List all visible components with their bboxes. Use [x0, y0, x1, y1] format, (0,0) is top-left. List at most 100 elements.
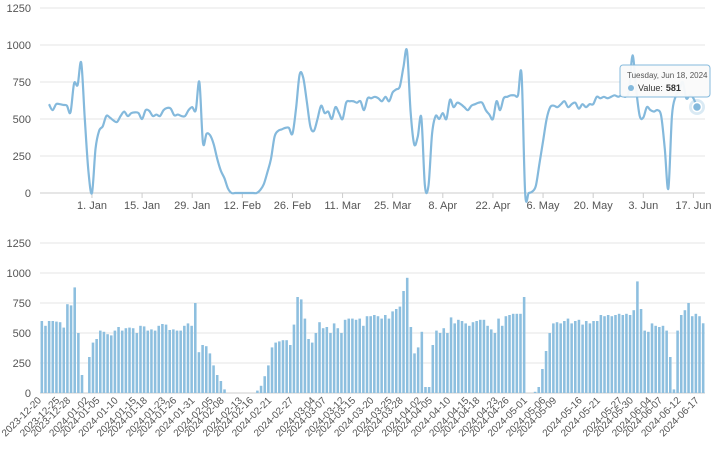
bar [303, 318, 307, 393]
bar [672, 389, 676, 393]
bar [453, 323, 456, 393]
bar [369, 316, 372, 393]
bar [150, 329, 153, 393]
bar [95, 339, 98, 393]
bar [153, 330, 157, 393]
bar [142, 326, 146, 393]
bar [263, 376, 266, 393]
bar [679, 315, 683, 393]
tooltip-label: Value: [638, 83, 663, 93]
bar [384, 315, 387, 393]
bar [446, 333, 449, 393]
y-tick-label: 500 [13, 328, 31, 340]
bar [650, 323, 654, 393]
bar [51, 321, 55, 393]
bar [566, 318, 570, 393]
hover-marker [691, 101, 703, 113]
bar [559, 323, 562, 393]
bar [628, 315, 632, 393]
bar [362, 325, 365, 393]
bar [632, 310, 636, 393]
bar [537, 387, 541, 393]
bar [610, 316, 614, 393]
bar [398, 306, 402, 393]
bar [599, 315, 603, 393]
bar [208, 353, 212, 393]
bar [278, 341, 281, 393]
bar [58, 322, 62, 393]
bar [493, 333, 497, 393]
bar [497, 318, 500, 393]
y-tick-label: 250 [13, 358, 31, 370]
bar [343, 319, 347, 393]
x-tick-label: 11. Mar [324, 200, 361, 212]
x-tick-label: 17. Jun [675, 200, 711, 212]
bar [289, 345, 292, 393]
bar [387, 318, 391, 393]
x-tick-label: 29. Jan [174, 200, 210, 212]
y-tick-label: 1250 [7, 238, 31, 250]
bar [292, 324, 296, 393]
bar [124, 328, 128, 393]
bar [336, 328, 340, 393]
bar [310, 342, 314, 393]
bar [541, 369, 544, 393]
bar [431, 345, 435, 393]
bar [281, 340, 285, 393]
bar [468, 325, 471, 393]
x-tick-label: 3. Jun [628, 200, 658, 212]
bar [519, 313, 522, 393]
bar [99, 330, 102, 393]
bar [358, 318, 361, 393]
bar [270, 347, 274, 393]
bar [555, 322, 559, 393]
x-tick-label: 1. Jan [77, 200, 107, 212]
bar [647, 331, 650, 393]
bar [212, 365, 215, 393]
bar [413, 353, 416, 393]
bar [340, 333, 343, 393]
bar [296, 297, 299, 393]
bar [146, 330, 150, 393]
bar [606, 315, 610, 393]
bar [522, 297, 526, 393]
bar [80, 375, 84, 393]
bar [186, 323, 190, 393]
bar [161, 324, 164, 393]
x-tick-label: 15. Jan [124, 200, 160, 212]
bar [194, 303, 197, 393]
y-tick-label: 1000 [7, 268, 31, 280]
bar [106, 334, 109, 393]
bar [533, 391, 537, 393]
bar [698, 316, 701, 393]
bar [584, 321, 588, 393]
tooltip: Tuesday, Jun 18, 2024 Value: 581 [619, 64, 711, 98]
bar [259, 385, 263, 393]
bar [274, 342, 277, 393]
bar [595, 321, 599, 393]
bar [676, 330, 679, 393]
bar [442, 328, 446, 393]
bar [190, 325, 193, 393]
bar [486, 325, 489, 393]
bar [88, 357, 91, 393]
y-tick-label: 1000 [7, 40, 31, 52]
tooltip-value: Value: 581 [638, 83, 681, 93]
bar [77, 333, 80, 393]
tooltip-number: 581 [666, 83, 681, 93]
bar [424, 387, 427, 393]
bar [427, 387, 431, 393]
bar [391, 311, 394, 393]
bar [621, 315, 625, 393]
bar [102, 331, 106, 393]
bar [603, 316, 606, 393]
bar [570, 323, 573, 393]
bar [438, 333, 442, 393]
bar [701, 323, 705, 393]
bar [416, 347, 420, 393]
bar [574, 321, 577, 393]
bar [617, 313, 621, 393]
y-tick-label: 1250 [7, 3, 31, 15]
bar [117, 327, 120, 393]
